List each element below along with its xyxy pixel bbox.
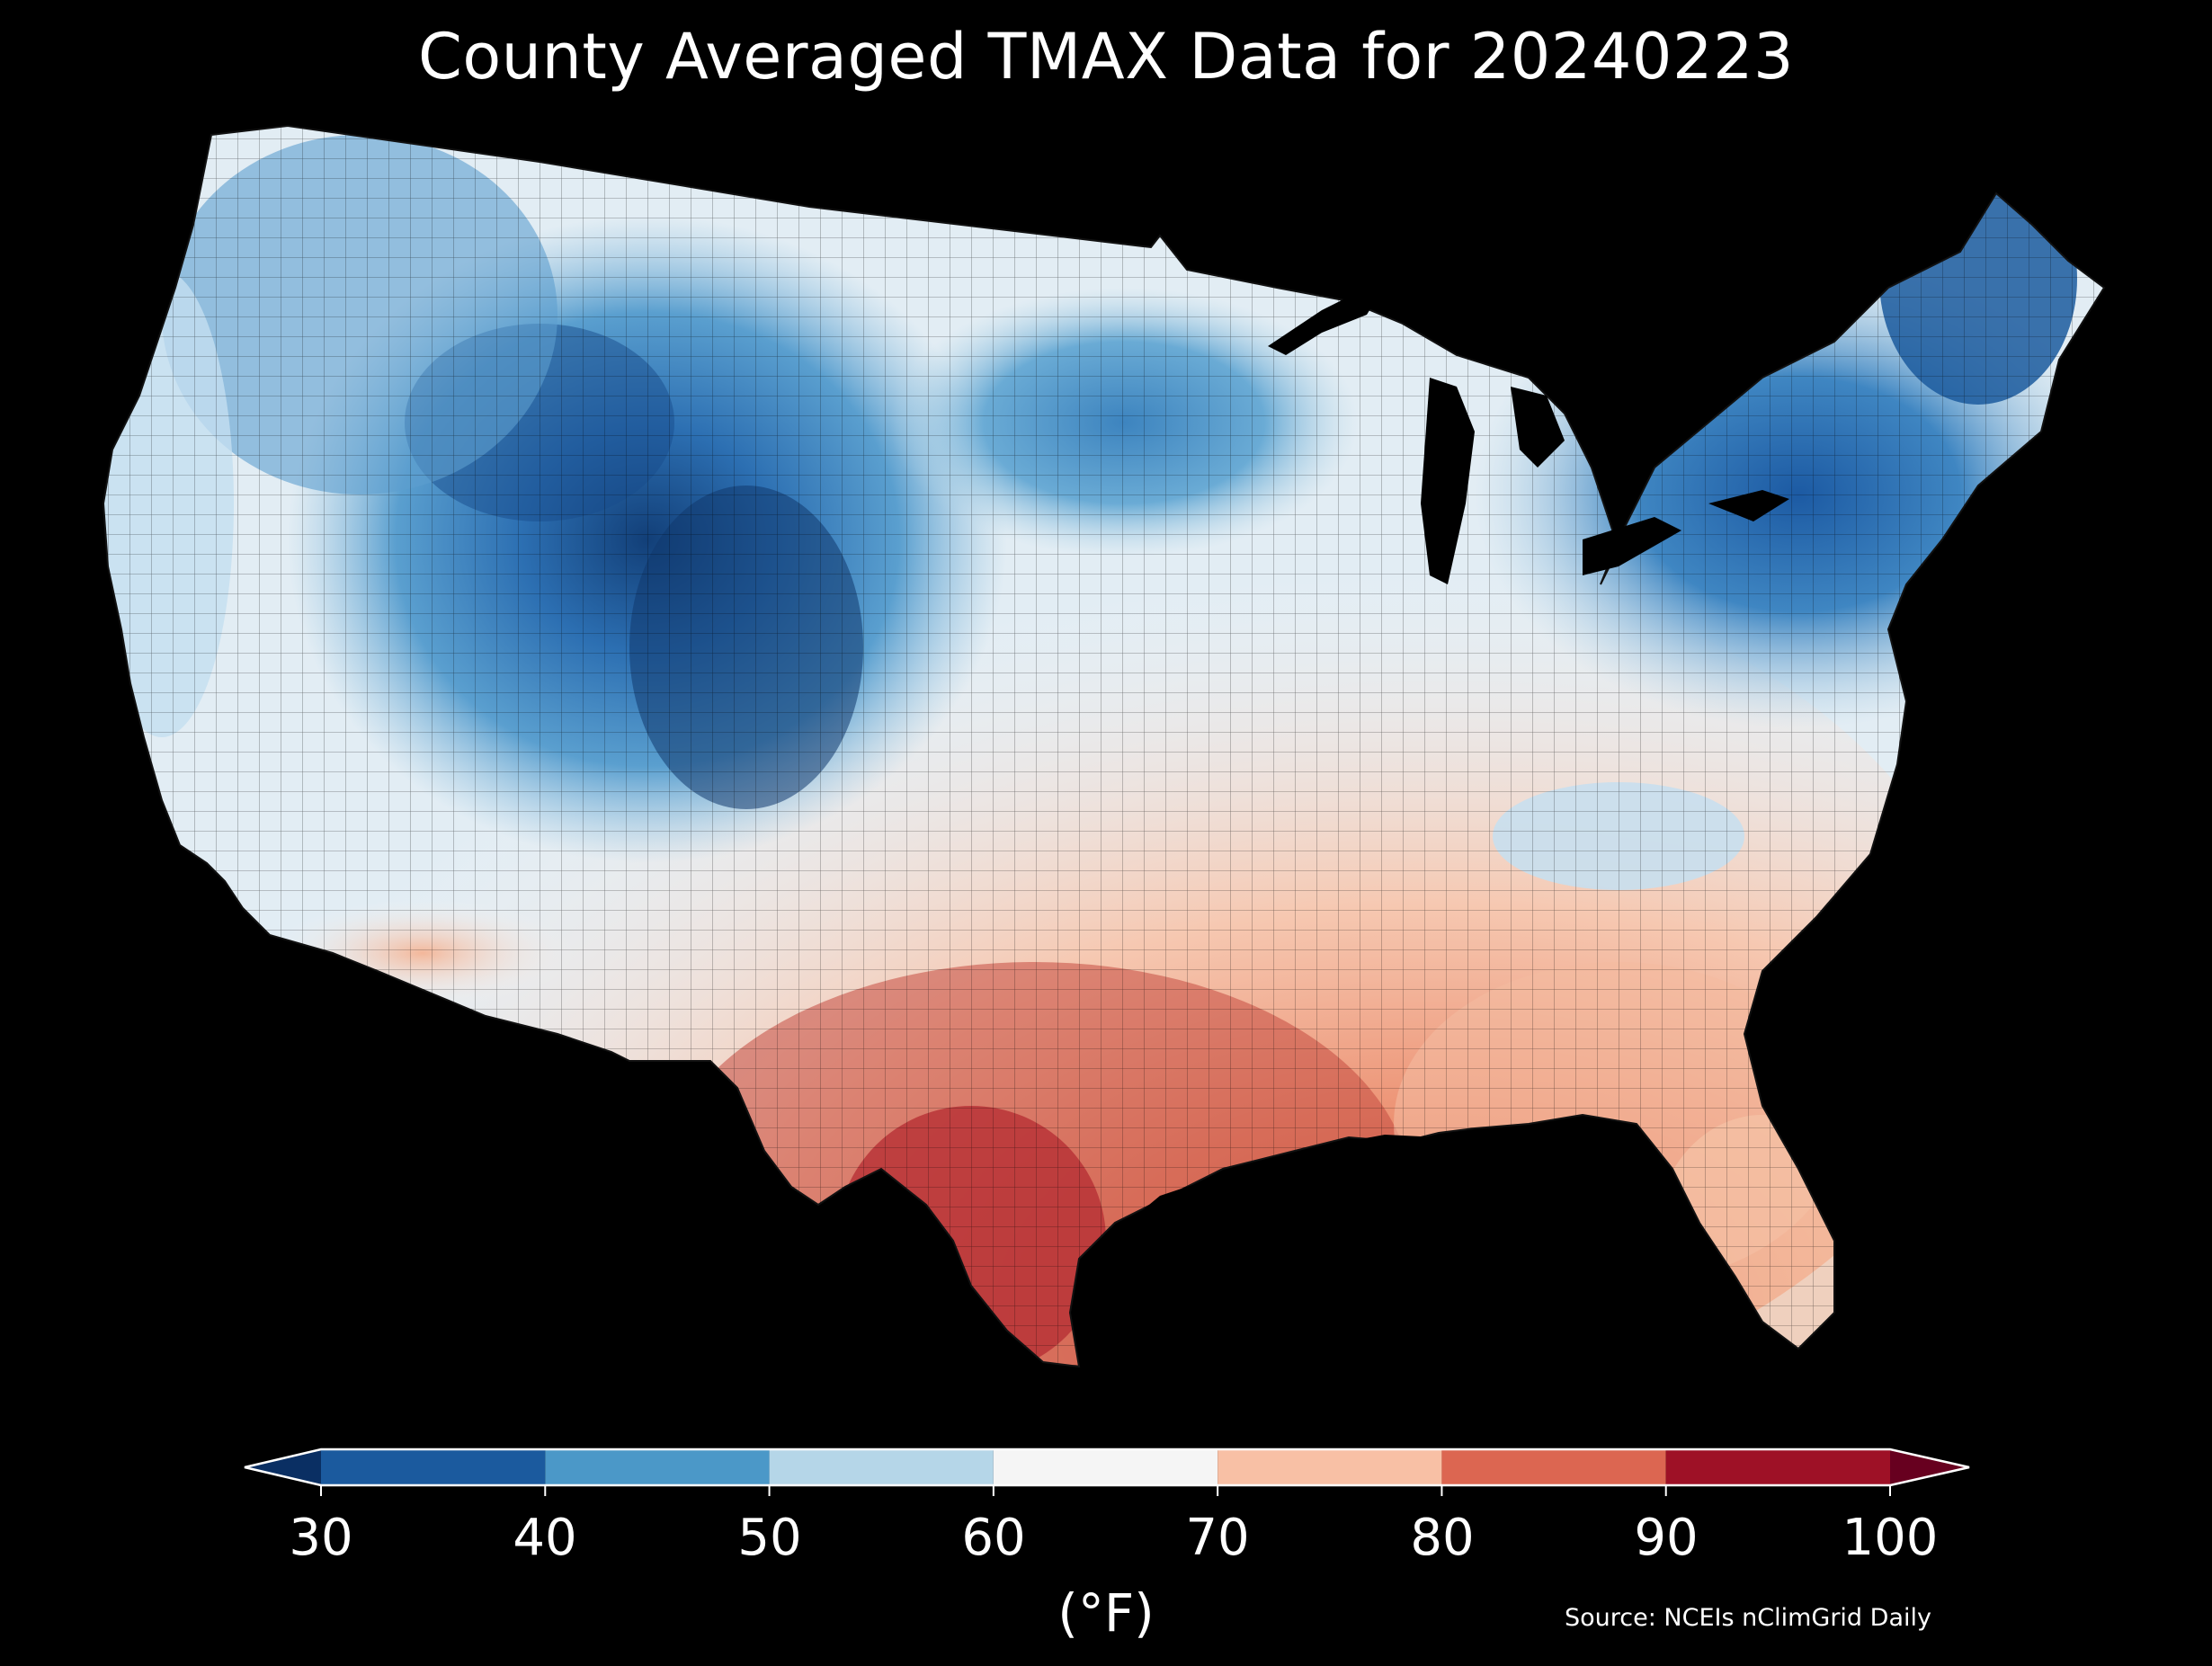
colorbar-tick-30: 30	[289, 1509, 353, 1567]
colorbar-bin-40-50	[545, 1449, 770, 1485]
source-credit: Source: NCEIs nClimGrid Daily	[1565, 1604, 1931, 1632]
colorbar-unit-label: (°F)	[1057, 1582, 1155, 1644]
colorbar-tick-50: 50	[737, 1509, 802, 1567]
colorbar-tick-90: 90	[1634, 1509, 1699, 1567]
colorbar-tick-60: 60	[961, 1509, 1026, 1567]
colorbar-bin-70-80	[1217, 1449, 1442, 1485]
colorbar-tick-70: 70	[1185, 1509, 1250, 1567]
colorbar-bin-50-60	[769, 1449, 994, 1485]
colorbar-bin-90-100	[1665, 1449, 1890, 1485]
colorbar-over-extend	[1890, 1449, 1969, 1485]
colorbar-bin-30-40	[321, 1449, 546, 1485]
colorbar-tick-80: 80	[1410, 1509, 1475, 1567]
map-title: County Averaged TMAX Data for 20240223	[417, 20, 1795, 94]
great-lakes	[1268, 279, 1789, 584]
colorbar-under-extend	[245, 1449, 321, 1485]
colorbar-bin-60-70	[993, 1449, 1218, 1485]
colorbar-tick-100: 100	[1842, 1509, 1939, 1567]
gulf-coast	[1079, 1135, 1439, 1313]
colorbar-bin-80-90	[1441, 1449, 1666, 1485]
colorbar-tick-40: 40	[513, 1509, 577, 1567]
